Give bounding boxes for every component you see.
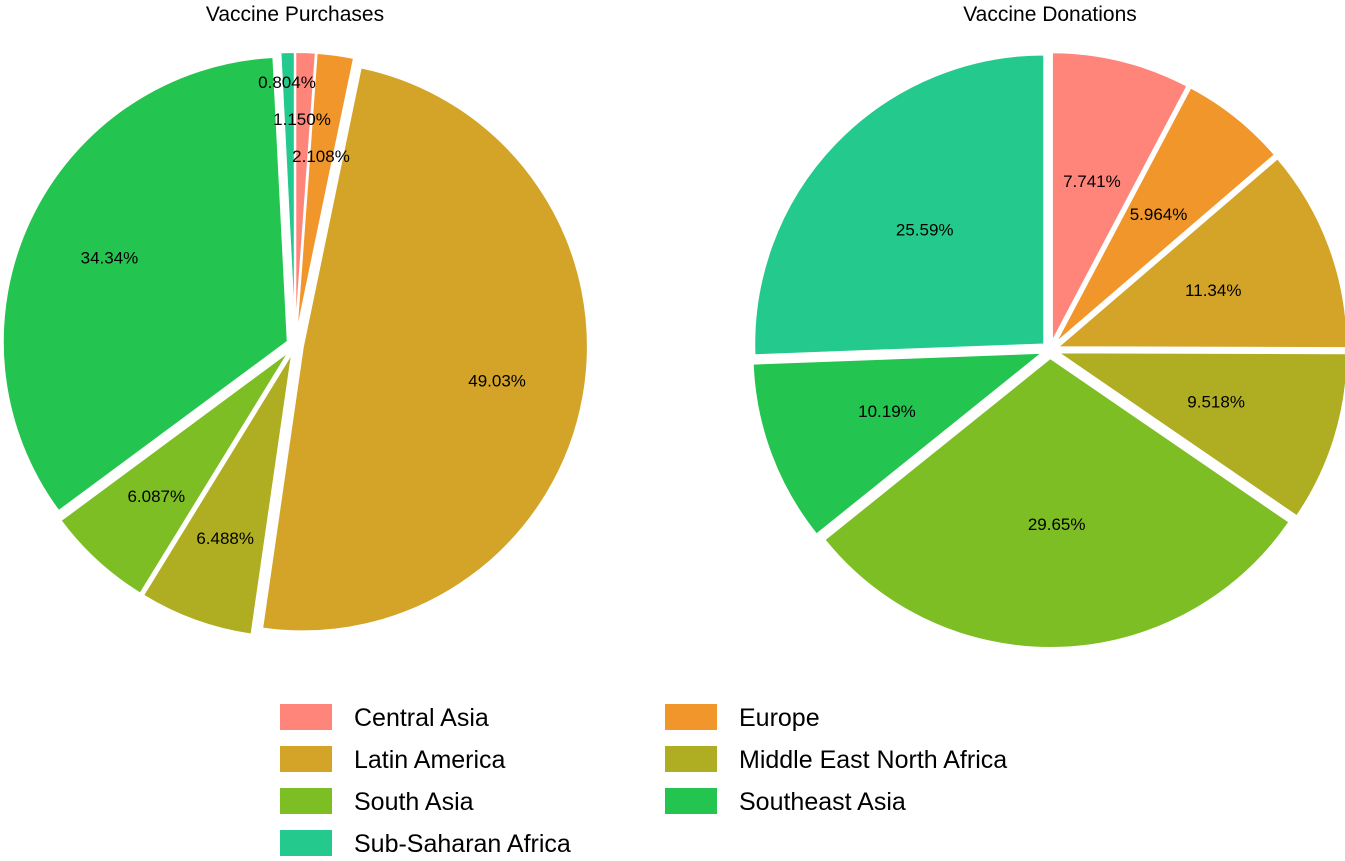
legend-label: Southeast Asia <box>739 788 906 816</box>
slice-label-southeast-asia: 10.19% <box>858 402 916 421</box>
legend-label: Middle East North Africa <box>739 746 1007 774</box>
legend-swatch <box>665 788 717 814</box>
legend-swatch <box>665 746 717 772</box>
legend-item-central-asia: Central Asia <box>280 704 489 732</box>
vaccine-donations-pie: Vaccine Donations 7.741% 5.964% 11.34% 9.51… <box>751 3 1345 649</box>
slice-latin-america <box>260 66 589 633</box>
legend-item-europe: Europe <box>665 704 820 732</box>
slice-south-asia <box>59 350 291 596</box>
legend-label: South Asia <box>354 788 474 816</box>
vaccine-purchases-pie: Vaccine Purchases 1.150% 2.108% 49.03% 6.48… <box>1 3 589 636</box>
legend-swatch <box>280 746 332 772</box>
slice-central-asia <box>1050 51 1189 343</box>
slice-label-south-asia: 6.087% <box>127 487 185 506</box>
slice-label-southeast-asia: 34.34% <box>81 248 139 267</box>
legend: Central Asia Europe Latin America Middle Ea… <box>280 704 1007 858</box>
slice-latin-america <box>1054 156 1345 350</box>
slice-middle-east-north-africa <box>141 351 294 636</box>
legend-label: Central Asia <box>354 704 489 732</box>
slice-label-europe: 2.108% <box>292 147 350 166</box>
slice-label-south-asia: 29.65% <box>1028 515 1086 534</box>
legend-swatch <box>280 788 332 814</box>
legend-item-sub-saharan-africa: Sub-Saharan Africa <box>280 830 571 858</box>
legend-label: Europe <box>739 704 820 732</box>
slice-sub-saharan-africa <box>753 53 1046 357</box>
legend-swatch <box>665 704 717 730</box>
slice-label-central-asia: 1.150% <box>273 110 331 129</box>
legend-label: Latin America <box>354 746 506 774</box>
legend-item-south-asia: South Asia <box>280 788 474 816</box>
slice-europe <box>1054 86 1277 345</box>
slice-sub-saharan-africa <box>279 51 296 338</box>
slice-middle-east-north-africa <box>1054 351 1345 518</box>
slice-southeast-asia <box>1 55 289 513</box>
slice-label-central-asia: 7.741% <box>1063 172 1121 191</box>
slice-europe <box>295 51 356 338</box>
slice-label-sub-saharan-africa: 0.804% <box>258 73 316 92</box>
vaccine-purchases-title: Vaccine Purchases <box>206 3 384 26</box>
legend-item-latin-america: Latin America <box>280 746 506 774</box>
slice-label-middle-east-north-africa: 6.488% <box>196 529 254 548</box>
slice-label-europe: 5.964% <box>1130 205 1188 224</box>
slice-label-latin-america: 49.03% <box>468 372 526 391</box>
slice-southeast-asia <box>751 351 1046 536</box>
slice-label-sub-saharan-africa: 25.59% <box>896 220 954 239</box>
legend-label: Sub-Saharan Africa <box>354 830 571 858</box>
slice-label-latin-america: 11.34% <box>1185 281 1241 300</box>
vaccine-donations-title: Vaccine Donations <box>963 3 1137 26</box>
legend-item-middle-east-north-africa: Middle East North Africa <box>665 746 1007 774</box>
legend-swatch <box>280 704 332 730</box>
legend-swatch <box>280 830 332 856</box>
legend-item-southeast-asia: Southeast Asia <box>665 788 906 816</box>
slice-south-asia <box>822 356 1291 649</box>
slice-label-middle-east-north-africa: 9.518% <box>1187 393 1245 412</box>
